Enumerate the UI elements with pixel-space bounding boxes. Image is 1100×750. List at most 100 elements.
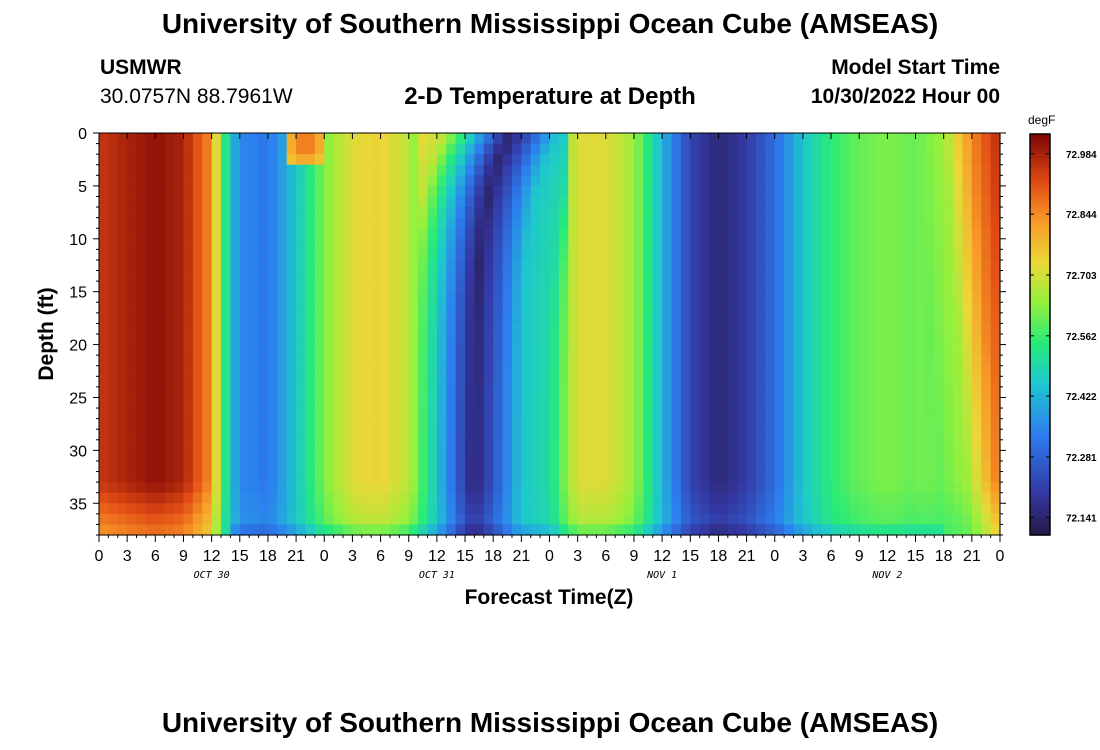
heatmap-cell — [577, 418, 588, 430]
heatmap-cell — [971, 334, 982, 346]
heatmap-cell — [286, 207, 297, 219]
heatmap-cell — [371, 334, 382, 346]
heatmap-cell — [877, 270, 888, 282]
heatmap-cell — [155, 429, 166, 441]
heatmap-cell — [962, 312, 973, 325]
heatmap-cell — [943, 492, 954, 504]
heatmap-cell — [117, 291, 128, 303]
heatmap-cell — [211, 344, 222, 356]
heatmap-cell — [155, 460, 166, 473]
heatmap-cell — [230, 238, 241, 250]
heatmap-cell — [662, 154, 673, 166]
heatmap-cell — [155, 249, 166, 261]
heatmap-cell — [981, 450, 992, 462]
heatmap-cell — [230, 344, 241, 356]
heatmap-cell — [765, 312, 776, 325]
heatmap-cell — [99, 439, 109, 451]
heatmap-cell — [408, 365, 419, 377]
heatmap-cell — [690, 365, 701, 377]
colorbar-segment — [1030, 274, 1050, 279]
heatmap-cell — [221, 228, 231, 240]
heatmap-cell — [164, 460, 175, 473]
heatmap-cell — [587, 207, 598, 219]
heatmap-cell — [849, 312, 860, 325]
heatmap-cell — [239, 323, 250, 335]
heatmap-cell — [615, 524, 626, 536]
heatmap-cell — [690, 185, 701, 198]
heatmap-cell — [286, 386, 297, 399]
heatmap-cell — [399, 312, 410, 325]
heatmap-cell — [737, 291, 748, 303]
heatmap-cell — [324, 133, 335, 145]
heatmap-cell — [399, 154, 410, 166]
heatmap-cell — [249, 259, 260, 272]
colorbar-segment — [1030, 267, 1050, 272]
heatmap-cell — [690, 164, 701, 176]
heatmap-cell — [99, 154, 109, 166]
heatmap-cell — [474, 143, 485, 155]
heatmap-cell — [755, 281, 766, 293]
heatmap-cell — [680, 185, 691, 198]
heatmap-cell — [784, 344, 795, 356]
heatmap-cell — [568, 217, 579, 229]
heatmap-cell — [587, 164, 598, 176]
heatmap-cell — [558, 513, 569, 526]
heatmap-cell — [483, 164, 494, 176]
heatmap-cell — [465, 196, 476, 208]
heatmap-cell — [230, 429, 241, 441]
heatmap-cell — [145, 334, 156, 346]
heatmap-cell — [127, 429, 138, 441]
heatmap-cell — [296, 492, 307, 504]
heatmap-cell — [333, 323, 344, 335]
heatmap-cell — [549, 312, 560, 325]
heatmap-cell — [511, 164, 522, 176]
heatmap-cell — [840, 270, 851, 282]
heatmap-cell — [192, 185, 203, 198]
heatmap-cell — [690, 334, 701, 346]
heatmap-cell — [192, 450, 203, 462]
heatmap-cell — [202, 302, 213, 314]
heatmap-cell — [211, 334, 222, 346]
heatmap-cell — [145, 312, 156, 325]
heatmap-cell — [427, 133, 438, 145]
heatmap-cell — [962, 143, 973, 155]
heatmap-cell — [849, 471, 860, 483]
heatmap-cell — [868, 133, 879, 145]
heatmap-cell — [324, 344, 335, 356]
heatmap-cell — [943, 143, 954, 155]
heatmap-cell — [643, 439, 654, 451]
heatmap-cell — [164, 439, 175, 451]
y-tick-label: 5 — [78, 179, 87, 196]
heatmap-cell — [624, 503, 635, 515]
heatmap-cell — [737, 460, 748, 473]
heatmap-cell — [502, 482, 513, 494]
heatmap-cell — [690, 503, 701, 515]
heatmap-cell — [483, 302, 494, 314]
heatmap-cell — [671, 365, 682, 377]
heatmap-cell — [164, 355, 175, 367]
heatmap-cell — [136, 344, 147, 356]
heatmap-cell — [99, 217, 109, 229]
heatmap-cell — [812, 418, 823, 430]
heatmap-cell — [221, 207, 231, 219]
heatmap-cell — [981, 503, 992, 515]
heatmap-cell — [99, 302, 109, 314]
heatmap-cell — [784, 164, 795, 176]
heatmap-cell — [436, 291, 447, 303]
heatmap-cell — [286, 344, 297, 356]
heatmap-cell — [127, 228, 138, 240]
heatmap-cell — [371, 133, 382, 145]
heatmap-cell — [502, 439, 513, 451]
heatmap-cell — [483, 133, 494, 145]
heatmap-cell — [371, 281, 382, 293]
heatmap-cell — [521, 154, 532, 166]
heatmap-cell — [183, 259, 194, 272]
heatmap-cell — [587, 460, 598, 473]
heatmap-cell — [502, 291, 513, 303]
heatmap-cell — [239, 281, 250, 293]
x-tick-label: 3 — [348, 548, 357, 565]
heatmap-cell — [971, 259, 982, 272]
heatmap-cell — [943, 302, 954, 314]
heatmap-cell — [906, 133, 917, 145]
heatmap-cell — [934, 291, 945, 303]
